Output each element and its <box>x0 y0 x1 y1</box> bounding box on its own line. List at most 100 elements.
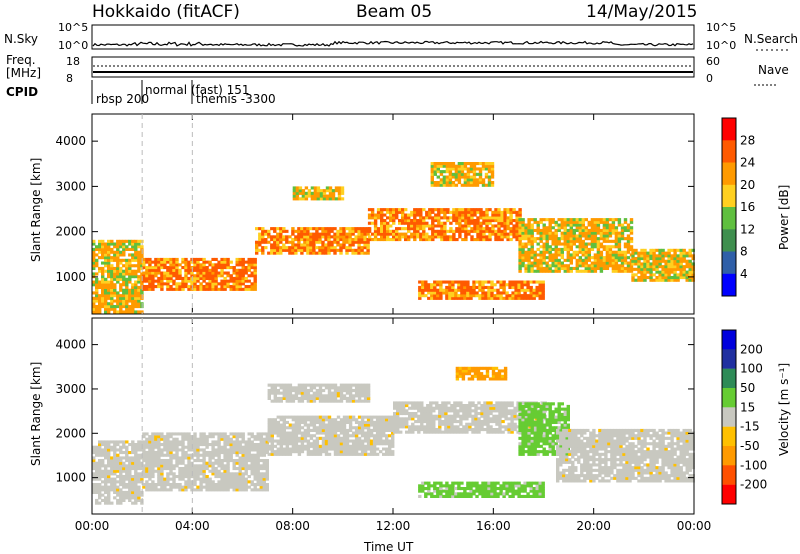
echo-cell <box>351 229 355 233</box>
echo-cell <box>258 248 262 252</box>
echo-cell <box>418 291 422 295</box>
echo-cell <box>443 224 447 228</box>
echo-cell <box>333 232 337 236</box>
echo-cell <box>279 248 283 252</box>
echo-cell <box>265 464 269 468</box>
echo-cell <box>291 243 295 247</box>
echo-cell <box>438 414 442 418</box>
echo-cell <box>453 420 457 424</box>
echo-cell <box>402 425 406 429</box>
echo-cell <box>513 412 517 416</box>
echo-cell <box>478 178 483 182</box>
echo-cell <box>473 224 477 228</box>
colorbar-tick-label: 24 <box>740 156 755 170</box>
echo-cell <box>241 268 245 272</box>
echo-cell <box>113 496 117 500</box>
echo-cell <box>569 247 573 251</box>
echo-cell <box>462 414 466 418</box>
echo-cell <box>372 420 377 424</box>
echo-cell <box>389 232 393 236</box>
echo-cell <box>262 453 266 457</box>
echo-cell <box>253 477 257 481</box>
echo-cell <box>190 271 194 275</box>
echo-cell <box>137 485 141 489</box>
echo-cell <box>172 456 176 460</box>
echo-cell <box>154 271 158 275</box>
echo-cell <box>428 213 432 217</box>
echo-cell <box>548 253 552 257</box>
echo-cell <box>312 232 316 236</box>
echo-cell <box>572 239 576 243</box>
echo-cell <box>101 261 105 265</box>
echo-cell <box>498 404 502 408</box>
echo-cell <box>432 414 436 418</box>
echo-cell <box>611 261 616 265</box>
echo-cell <box>360 246 364 250</box>
echo-cell <box>664 265 668 269</box>
echo-cell <box>122 250 126 254</box>
echo-cell <box>643 254 647 258</box>
echo-cell <box>202 271 206 275</box>
echo-cell <box>584 247 588 251</box>
freq-tick-right-top: 60 <box>706 55 720 68</box>
echo-cell <box>396 409 400 413</box>
echo-cell <box>506 221 510 225</box>
echo-cell <box>479 208 483 212</box>
echo-cell <box>214 453 218 457</box>
echo-cell <box>623 256 628 260</box>
echo-cell <box>250 285 254 289</box>
echo-cell <box>131 501 135 505</box>
echo-cell <box>163 483 167 487</box>
echo-cell <box>527 220 531 224</box>
echo-cell <box>157 266 161 270</box>
echo-cell <box>471 420 475 424</box>
echo-cell <box>426 425 430 429</box>
echo-cell <box>151 480 155 484</box>
echo-cell <box>435 401 439 405</box>
echo-cell <box>279 246 283 250</box>
echo-cell <box>489 430 493 434</box>
echo-cell <box>172 271 176 275</box>
echo-cell <box>640 276 644 280</box>
echo-cell <box>148 266 152 270</box>
echo-cell <box>460 162 465 166</box>
echo-cell <box>113 285 117 289</box>
echo-cell <box>480 412 484 416</box>
echo-cell <box>140 477 144 481</box>
echo-cell <box>214 276 218 280</box>
echo-cell <box>157 440 161 444</box>
echo-cell <box>503 232 507 236</box>
echo-cell <box>312 450 317 454</box>
echo-cell <box>611 253 616 257</box>
echo-cell <box>578 269 582 273</box>
echo-cell <box>273 251 277 255</box>
echo-cell <box>507 401 511 405</box>
echo-cell <box>327 227 331 231</box>
echo-cell <box>178 459 182 463</box>
echo-cell <box>539 250 543 254</box>
echo-cell <box>300 420 305 424</box>
echo-cell <box>430 283 434 287</box>
echo-cell <box>125 445 129 449</box>
echo-cell <box>393 422 397 426</box>
echo-cell <box>521 231 525 235</box>
echo-cell <box>430 170 434 174</box>
echo-cell <box>220 445 224 449</box>
echo-cell <box>345 251 349 255</box>
echo-cell <box>605 226 610 230</box>
echo-cell <box>128 277 132 281</box>
echo-cell <box>466 283 470 287</box>
echo-cell <box>134 461 138 465</box>
echo-cell <box>122 253 126 257</box>
echo-cell <box>134 445 138 449</box>
echo-cell <box>617 258 622 262</box>
echo-cell <box>134 496 138 500</box>
echo-cell <box>398 235 402 239</box>
echo-cell <box>181 469 185 473</box>
echo-cell <box>433 172 437 176</box>
echo-cell <box>441 430 445 434</box>
echo-cell <box>658 278 662 282</box>
echo-cell <box>490 183 495 187</box>
echo-cell <box>276 232 280 236</box>
echo-cell <box>244 483 248 487</box>
